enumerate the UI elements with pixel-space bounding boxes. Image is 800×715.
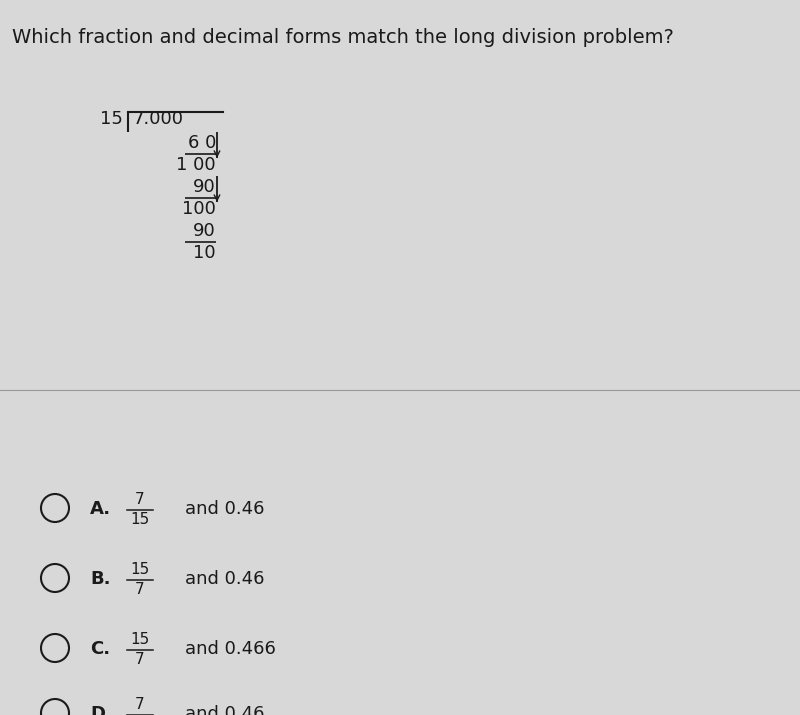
Text: D.: D. <box>90 705 112 715</box>
Text: C.: C. <box>90 640 110 658</box>
Text: 10: 10 <box>194 244 216 262</box>
Text: 90: 90 <box>194 222 216 240</box>
Text: A.: A. <box>90 500 111 518</box>
Text: 15: 15 <box>130 562 150 577</box>
Text: 7: 7 <box>135 697 145 712</box>
Text: 7: 7 <box>135 492 145 507</box>
Text: 90: 90 <box>194 178 216 196</box>
Text: Which fraction and decimal forms match the long division problem?: Which fraction and decimal forms match t… <box>12 28 674 47</box>
Text: 15: 15 <box>130 512 150 527</box>
Text: 100: 100 <box>182 200 216 218</box>
Text: 15: 15 <box>100 110 123 128</box>
Text: and 0.466: and 0.466 <box>185 640 276 658</box>
Text: and 0.46: and 0.46 <box>185 570 265 588</box>
Text: 1 00: 1 00 <box>176 156 216 174</box>
Text: 7: 7 <box>135 652 145 667</box>
Text: 7: 7 <box>135 582 145 597</box>
Text: 7.000: 7.000 <box>132 110 183 128</box>
Text: and 0.46: and 0.46 <box>185 705 265 715</box>
Text: 6 0: 6 0 <box>188 134 216 152</box>
Text: B.: B. <box>90 570 110 588</box>
Text: 15: 15 <box>130 632 150 647</box>
Text: and 0.46: and 0.46 <box>185 500 265 518</box>
